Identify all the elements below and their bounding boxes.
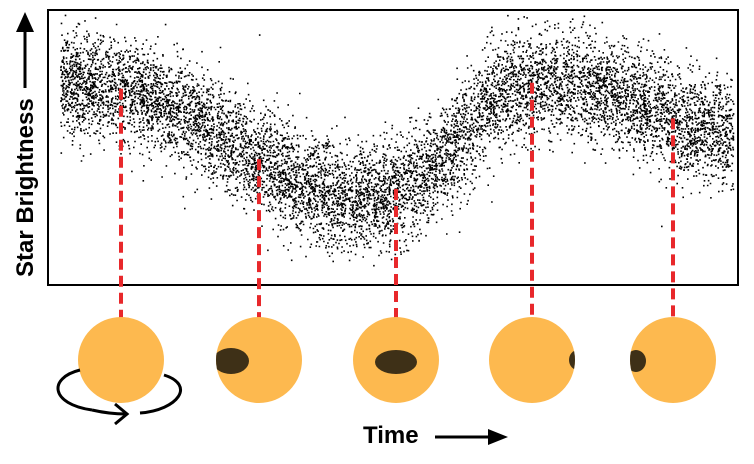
y-axis-label: Star Brightness — [12, 98, 39, 277]
star-phase-4 — [489, 317, 575, 403]
plot-frame — [47, 9, 739, 286]
brightness-scatter — [60, 14, 735, 267]
star-phases — [78, 317, 716, 403]
x-axis-arrow — [435, 429, 508, 445]
star-phase-3 — [353, 317, 439, 403]
star-phase-1 — [78, 317, 164, 403]
rotation-arrow-icon — [56, 368, 182, 426]
starspot — [569, 350, 575, 370]
star-phase-2 — [216, 317, 302, 403]
y-axis-arrow — [16, 12, 34, 88]
starspot — [630, 350, 646, 372]
starspot — [375, 350, 417, 374]
x-axis-label: Time — [363, 422, 419, 449]
scatter-points — [60, 14, 735, 267]
star-phase-5 — [630, 317, 716, 403]
phase-markers — [119, 82, 675, 318]
starspot — [216, 348, 249, 374]
